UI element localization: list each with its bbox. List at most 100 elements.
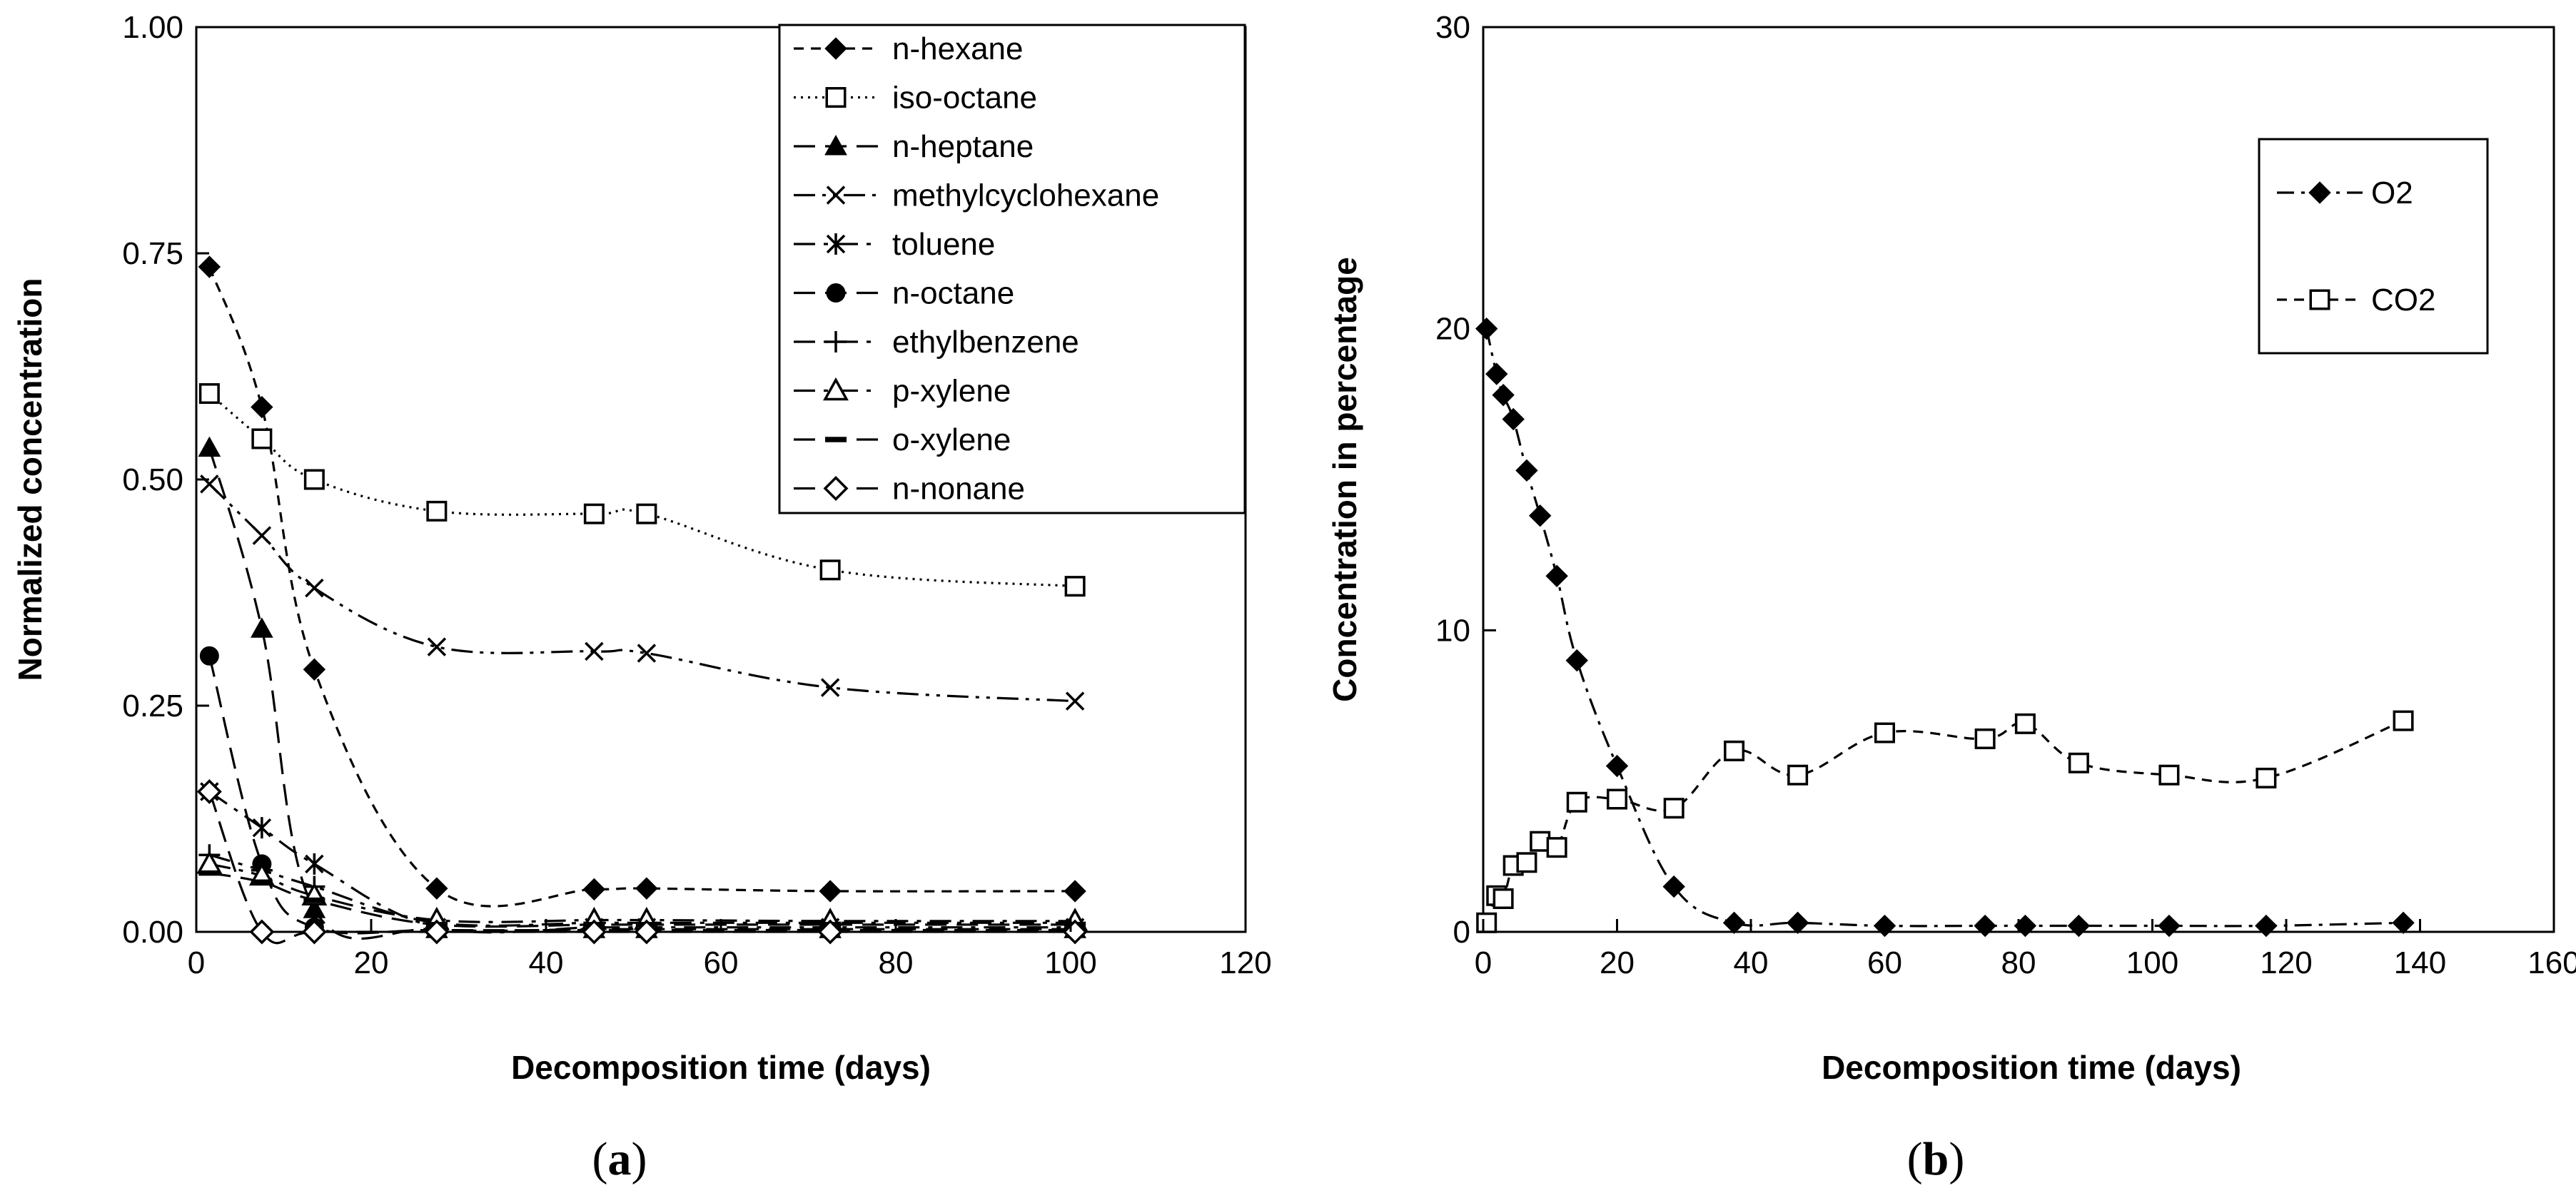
point-a-toluene-1: [252, 817, 272, 839]
point-a-iso-octane-3: [426, 500, 448, 522]
point-a-iso-octane-0: [198, 383, 220, 405]
series-line-b-co2: [1485, 719, 2404, 923]
legend-marker-a-p-xylene: [823, 377, 849, 401]
legend-a: n-hexane iso-octane n-heptane methylcyclohe…: [778, 24, 1246, 514]
legend-marker-a-ethylbenzene: [825, 331, 847, 352]
legend-entry-a-iso-octane: iso-octane: [794, 81, 1037, 116]
point-b-co2-7: [1566, 791, 1587, 813]
legend-entry-a-p-xylene: p-xylene: [794, 374, 1011, 409]
x-axis-title-b: Decomposition time (days): [1822, 1049, 2241, 1086]
point-a-o-xylene-0: [198, 870, 221, 876]
x-tick-label-b-0: 0: [1475, 945, 1492, 980]
panel-label-a: (a): [592, 1133, 647, 1185]
x-tick-label-a-2: 40: [529, 945, 564, 980]
point-b-o2-6: [1545, 564, 1568, 587]
legend-label-a-n-heptane: n-heptane: [892, 129, 1034, 164]
point-a-n-nonane-2: [301, 919, 327, 945]
point-a-n-octane-0: [199, 646, 219, 666]
point-a-iso-octane-5: [636, 503, 657, 524]
legend-marker-a-toluene: [826, 233, 846, 255]
point-b-co2-2: [1492, 888, 1514, 910]
point-a-n-nonane-6: [817, 919, 843, 945]
point-a-iso-octane-6: [819, 559, 841, 581]
point-b-co2-9: [1663, 798, 1684, 819]
point-a-methylcyclohexane-1: [252, 526, 272, 545]
legend-box-b: [2258, 138, 2489, 355]
x-tick-label-a-6: 120: [1219, 945, 1271, 980]
point-a-o-xylene-1: [251, 879, 273, 885]
point-b-co2-13: [1974, 728, 1996, 749]
legend-entry-a-n-octane: n-octane: [794, 276, 1014, 311]
point-a-iso-octane-7: [1064, 576, 1086, 597]
point-a-methylcyclohexane-3: [427, 637, 447, 656]
series-line-a-toluene: [208, 791, 1076, 934]
legend-entry-a-n-nonane: n-nonane: [794, 472, 1025, 507]
legend-entry-a-n-hexane: n-hexane: [794, 31, 1023, 66]
legend-b: O2 CO2: [2258, 138, 2489, 355]
x-tick-label-b-5: 100: [2126, 945, 2178, 980]
point-a-iso-octane-1: [251, 428, 273, 450]
legend-label-a-n-hexane: n-hexane: [892, 31, 1023, 66]
legend-entry-a-o-xylene: o-xylene: [794, 422, 1011, 457]
legend-marker-a-n-hexane: [824, 37, 847, 60]
point-a-methylcyclohexane-0: [200, 474, 219, 494]
point-a-o-xylene-2: [303, 897, 325, 903]
legend-entry-a-toluene: toluene: [794, 227, 995, 262]
point-b-o2-7: [1565, 649, 1588, 672]
point-b-o2-1: [1485, 362, 1508, 385]
x-tick-label-a-3: 60: [704, 945, 739, 980]
x-tick-label-b-4: 80: [2001, 945, 2036, 980]
y-tick-label-b-3: 30: [1435, 10, 1470, 45]
point-b-co2-0: [1476, 912, 1497, 933]
x-tick-label-b-3: 60: [1867, 945, 1902, 980]
legend-marker-a-methylcyclohexane: [826, 186, 846, 205]
point-a-n-nonane-4: [581, 919, 607, 945]
point-b-co2-5: [1530, 831, 1551, 852]
legend-entry-a-methylcyclohexane: methylcyclohexane: [794, 178, 1159, 213]
point-b-co2-8: [1607, 788, 1627, 810]
point-b-o2-17: [2255, 914, 2278, 938]
y-tick-label-b-1: 10: [1435, 613, 1470, 648]
legend-entry-a-n-heptane: n-heptane: [794, 129, 1034, 164]
x-tick-label-a-0: 0: [188, 945, 205, 980]
legend-entry-a-ethylbenzene: ethylbenzene: [794, 325, 1079, 360]
x-tick-label-a-5: 100: [1044, 945, 1096, 980]
legend-label-a-p-xylene: p-xylene: [892, 374, 1011, 409]
point-b-o2-13: [1974, 914, 1996, 938]
panel-label-b: (b): [1907, 1133, 1965, 1185]
y-tick-label-a-1: 0.25: [122, 689, 183, 724]
point-b-co2-6: [1546, 837, 1567, 858]
legend-label-b-co2: CO2: [2371, 283, 2435, 318]
point-b-o2-3: [1502, 407, 1525, 431]
point-a-methylcyclohexane-7: [1065, 691, 1085, 711]
point-b-co2-11: [1787, 764, 1809, 786]
point-a-n-heptane-1: [251, 617, 273, 638]
point-b-o2-8: [1605, 754, 1629, 778]
point-b-co2-4: [1516, 852, 1537, 873]
point-a-methylcyclohexane-5: [637, 644, 657, 663]
y-axis-title-b: Concentration in percentage: [1326, 257, 1363, 702]
point-a-n-hexane-6: [819, 880, 842, 903]
point-b-o2-2: [1492, 383, 1515, 407]
point-b-co2-14: [2014, 713, 2036, 734]
point-b-co2-17: [2256, 767, 2277, 788]
point-b-co2-16: [2158, 764, 2180, 786]
series-line-a-methylcyclohexane: [208, 483, 1076, 703]
point-b-o2-15: [2067, 914, 2091, 938]
point-a-n-nonane-3: [424, 919, 450, 945]
legend-label-a-o-xylene: o-xylene: [892, 422, 1011, 457]
point-b-o2-10: [1722, 911, 1746, 935]
y-tick-label-a-4: 1.00: [122, 10, 183, 45]
legend-label-a-toluene: toluene: [892, 227, 995, 262]
y-tick-label-a-2: 0.50: [122, 462, 183, 497]
legend-label-b-o2: O2: [2371, 176, 2413, 210]
legend-marker-b-co2: [2309, 289, 2330, 310]
point-a-toluene-2: [305, 853, 324, 875]
legend-label-a-methylcyclohexane: methylcyclohexane: [892, 178, 1159, 213]
point-a-n-nonane-1: [249, 919, 275, 945]
x-axis-title-a: Decomposition time (days): [511, 1049, 931, 1086]
legend-marker-a-iso-octane: [825, 87, 847, 108]
legend-marker-b-o2: [2308, 181, 2331, 204]
point-a-n-hexane-3: [425, 877, 448, 900]
